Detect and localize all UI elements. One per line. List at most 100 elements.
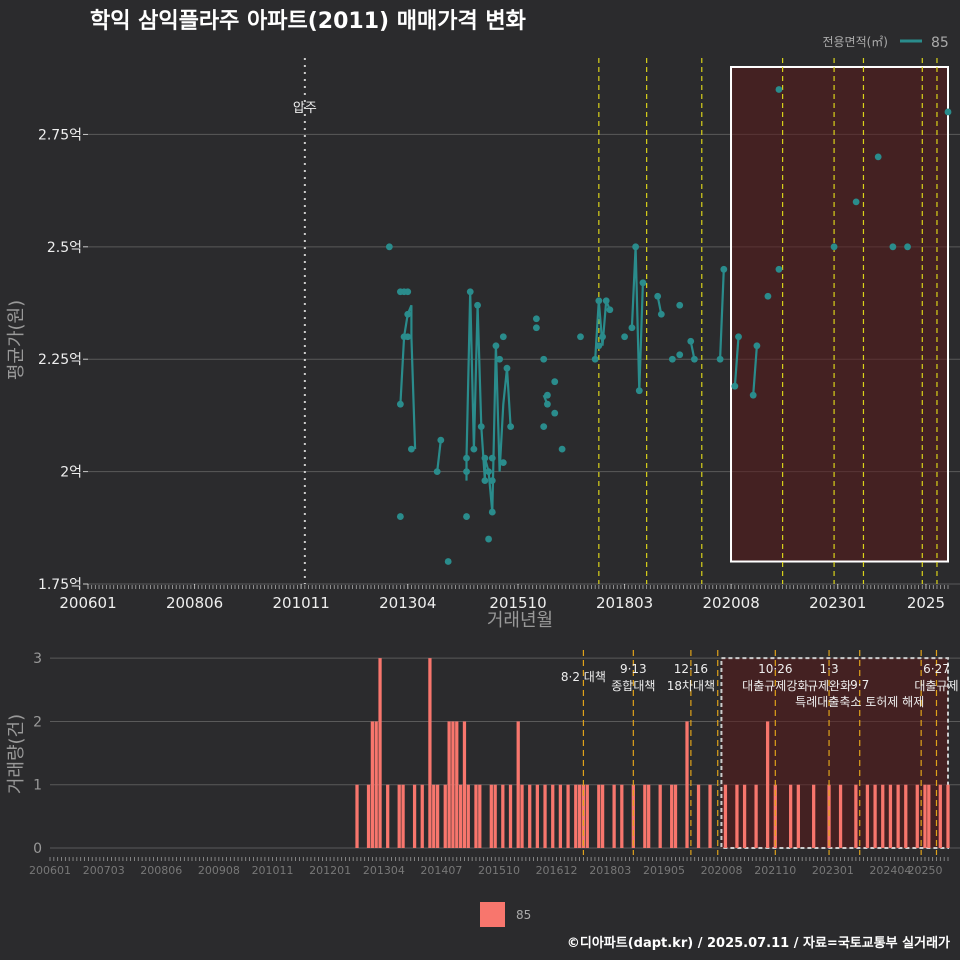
top-x-tick-label: 201304: [379, 594, 436, 612]
data-point: [889, 243, 897, 251]
volume-bar: [631, 784, 635, 848]
data-point: [437, 436, 445, 444]
volume-bar: [670, 784, 674, 848]
bottom-x-tick-label: 201304: [363, 864, 405, 877]
data-point: [385, 243, 393, 251]
data-point: [496, 355, 504, 363]
data-point: [481, 454, 489, 462]
volume-bar: [696, 784, 701, 848]
series-line: [752, 345, 758, 396]
data-point: [720, 265, 728, 273]
data-point: [463, 454, 470, 462]
data-point: [716, 355, 724, 363]
volume-bar: [865, 784, 870, 848]
data-point: [639, 279, 647, 287]
data-point: [577, 333, 584, 341]
series-line: [733, 336, 740, 387]
volume-bar: [673, 784, 678, 848]
bottom-x-tick-label: 202008: [701, 864, 743, 877]
volume-bar: [735, 784, 739, 848]
policy-labels: 8·2 대책 9·13 종합대책 12·16 18차대책 10·26 대출규제강화 1·3 규제…: [561, 662, 959, 709]
volume-bar: [577, 784, 582, 848]
data-point: [551, 378, 559, 386]
top-x-tick-label: 200601: [59, 594, 116, 612]
data-point: [904, 243, 911, 251]
volume-bar: [915, 784, 919, 848]
data-point: [775, 265, 783, 273]
policy-label: 8·2 대책: [561, 669, 606, 684]
series-line: [719, 269, 725, 360]
volume-bar: [658, 784, 662, 848]
data-point: [654, 292, 662, 300]
bottom-x-axis: 200601 200703 200806 200908 201011 201201 2013…: [29, 864, 942, 877]
policy-label: 1·3: [820, 662, 839, 676]
series-line: [399, 304, 417, 450]
volume-bar: [455, 721, 459, 848]
volume-bar: [386, 784, 390, 848]
volume-bar: [585, 784, 589, 848]
legend-label: 85: [931, 35, 949, 51]
policy-label: 종합대책: [611, 678, 655, 693]
data-point: [764, 292, 772, 300]
volume-bar: [462, 721, 467, 848]
data-point: [444, 558, 452, 565]
bottom-legend-label: 85: [516, 908, 531, 922]
data-point: [404, 288, 412, 296]
bottom-highlight-range: [720, 657, 949, 849]
data-point: [735, 333, 742, 341]
volume-bar: [827, 784, 831, 848]
volume-bar: [466, 784, 470, 848]
data-point: [591, 355, 599, 363]
volume-bar: [612, 784, 616, 848]
data-point: [404, 310, 412, 318]
bottom-x-tick-label: 201905: [643, 864, 685, 877]
volume-bar: [723, 784, 728, 848]
data-point: [540, 355, 548, 363]
volume-bar: [938, 784, 942, 848]
top-x-axis: 200601 200806 201011 201304 201510 201803 2020…: [59, 584, 945, 612]
top-x-tick-label: 200806: [166, 594, 223, 612]
data-point: [621, 333, 628, 341]
data-point: [481, 477, 489, 484]
volume-bar: [508, 784, 513, 848]
data-point: [775, 86, 783, 93]
volume-bar: [558, 784, 563, 848]
data-point: [676, 351, 684, 359]
volume-bar: [543, 784, 547, 848]
volume-bar: [355, 784, 359, 848]
bottom-y-tick-label: 3: [33, 651, 42, 667]
data-point: [676, 301, 684, 309]
bottom-x-tick-label: 201612: [536, 864, 578, 877]
volume-bar: [854, 784, 858, 848]
volume-bar: [765, 721, 770, 848]
data-point: [463, 468, 470, 476]
bottom-x-tick-label: 201201: [309, 864, 351, 877]
volume-bar: [474, 784, 478, 848]
bottom-x-tick-label: 200806: [140, 864, 182, 877]
volume-bar: [873, 784, 877, 848]
volume-bar: [946, 784, 950, 848]
data-point: [488, 508, 496, 516]
volume-bar: [501, 784, 505, 848]
volume-bar: [370, 721, 374, 848]
bottom-policy-lines: [582, 650, 938, 855]
volume-bar: [493, 784, 497, 848]
policy-label: 특례대출축소 토허제 해제: [795, 695, 924, 709]
data-point: [540, 423, 548, 431]
top-y-axis-title: 평균가(원): [6, 300, 27, 380]
volume-bar: [896, 784, 900, 848]
volume-bar: [432, 784, 436, 848]
bottom-x-tick-label: 202301: [812, 864, 854, 877]
data-point: [485, 468, 492, 476]
top-x-tick-label: 202301: [809, 594, 866, 612]
volume-bar: [647, 784, 651, 848]
volume-bar: [773, 784, 777, 848]
volume-bar: [443, 784, 447, 848]
top-y-tick-label: 2억: [60, 465, 82, 481]
bottom-y-axis-title: 거래량(건): [6, 714, 27, 794]
data-point: [944, 108, 952, 116]
volume-bars: [355, 658, 950, 848]
data-point: [396, 513, 404, 520]
volume-bar: [420, 784, 424, 848]
